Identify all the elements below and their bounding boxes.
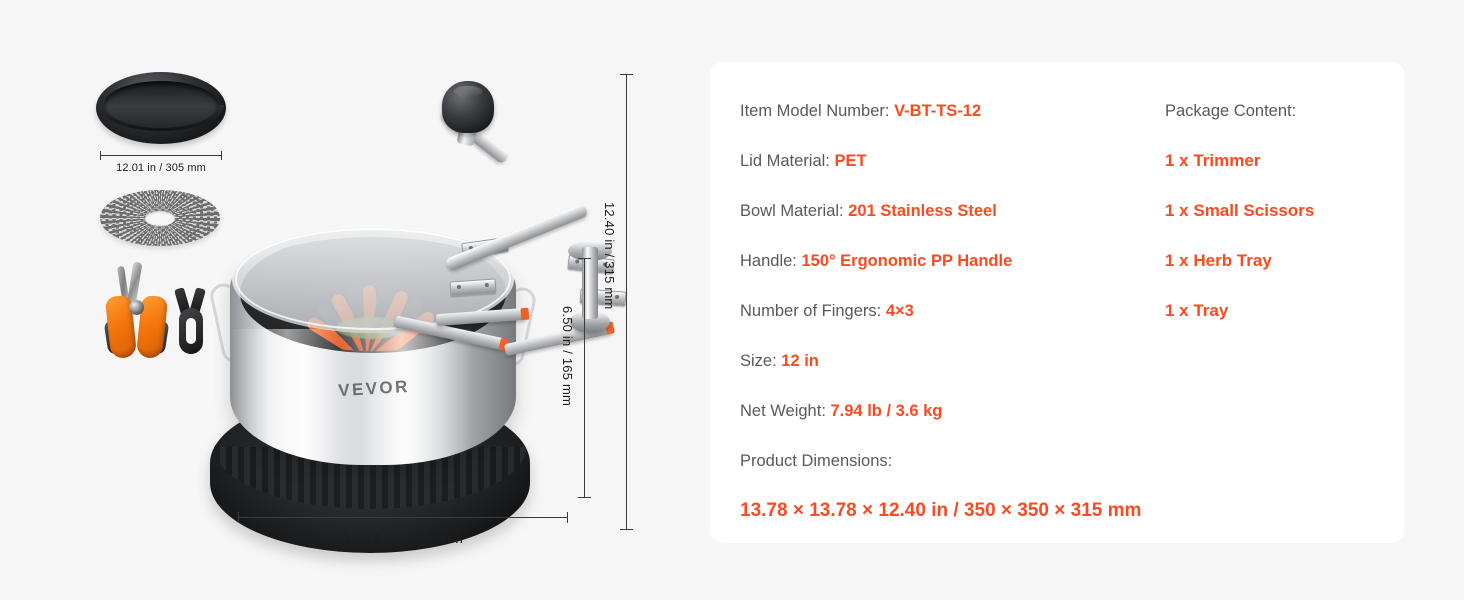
spec-label: Bowl Material: [740, 202, 844, 220]
spec-row-size: Size: 12 in [740, 336, 1140, 386]
dimension-overall-width-label: 13.78 in / 350 mm [342, 530, 464, 547]
spec-label: Handle: [740, 252, 797, 270]
spec-label: Item Model Number: [740, 102, 890, 120]
drive-shaft [582, 247, 598, 319]
spec-value: 7.94 lb / 3.6 kg [830, 402, 943, 420]
spec-value: V-BT-TS-12 [894, 102, 982, 120]
dimension-tray-width: 12.01 in / 305 mm [100, 151, 222, 174]
small-scissors-accessory [174, 287, 206, 354]
spec-value: 4×3 [885, 302, 914, 320]
dimension-tray-width-label: 12.01 in / 305 mm [116, 162, 206, 174]
mesh-center-hole [145, 210, 175, 226]
snip-handle-loop [179, 308, 203, 354]
spec-value: PET [834, 152, 867, 170]
shears-pivot-screw [129, 300, 144, 315]
tray-rim [104, 81, 218, 128]
spec-value: 150° Ergonomic PP Handle [801, 252, 1013, 270]
spec-value: 12 in [781, 352, 819, 370]
dimension-bowl-height-label: 6.50 in / 165 mm [560, 306, 575, 407]
spec-label: Lid Material: [740, 152, 830, 170]
package-item-small-scissors: 1 x Small Scissors [1165, 201, 1315, 220]
dimension-bar [100, 151, 222, 160]
spec-row-bowl-material: Bowl Material: 201 Stainless Steel [740, 186, 1140, 236]
package-item-tray: 1 x Tray [1165, 301, 1229, 320]
product-dimensions-label: Product Dimensions: [740, 452, 893, 470]
package-content-list: Package Content: 1 x Trimmer 1 x Small S… [1165, 86, 1395, 336]
spec-value: 201 Stainless Steel [848, 202, 997, 220]
dimension-bar [238, 512, 568, 523]
spec-label: Number of Fingers: [740, 302, 882, 320]
mesh-screen-accessory [100, 190, 220, 246]
specification-card: Item Model Number: V-BT-TS-12 Lid Materi… [710, 62, 1405, 543]
dimension-overall-height-label: 12.40 in / 315 mm [602, 202, 617, 310]
spec-row-handle: Handle: 150° Ergonomic PP Handle [740, 236, 1140, 286]
package-item-herb-tray: 1 x Herb Tray [1165, 251, 1272, 270]
package-content-title: Package Content: [1165, 102, 1297, 120]
spec-row-number-of-fingers: Number of Fingers: 4×3 [740, 286, 1140, 336]
product-dimensions-value: 13.78 × 13.78 × 12.40 in / 350 × 350 × 3… [740, 500, 1142, 521]
dimension-overall-width: 13.78 in / 350 mm [238, 512, 568, 547]
brand-logo: VEVOR [337, 376, 411, 401]
specification-list: Item Model Number: V-BT-TS-12 Lid Materi… [740, 86, 1142, 536]
spec-row-item-model-number: Item Model Number: V-BT-TS-12 [740, 86, 1140, 136]
crank-knob [442, 81, 494, 133]
product-illustration: 12.01 in / 305 mm [0, 0, 700, 600]
spec-row-net-weight: Net Weight: 7.94 lb / 3.6 kg [740, 386, 1140, 436]
pruning-shears-accessory [103, 261, 170, 360]
bowl-trimmer-product: VEVOR [198, 75, 627, 553]
spec-row-lid-material: Lid Material: PET [740, 136, 1140, 186]
package-item-trimmer: 1 x Trimmer [1165, 151, 1261, 170]
blade-hub [570, 311, 610, 333]
herb-tray-accessory [96, 72, 226, 144]
spec-label: Net Weight: [740, 402, 826, 420]
lid-ring [235, 228, 511, 330]
spec-label: Size: [740, 352, 777, 370]
lid-hinge-3 [449, 278, 497, 297]
